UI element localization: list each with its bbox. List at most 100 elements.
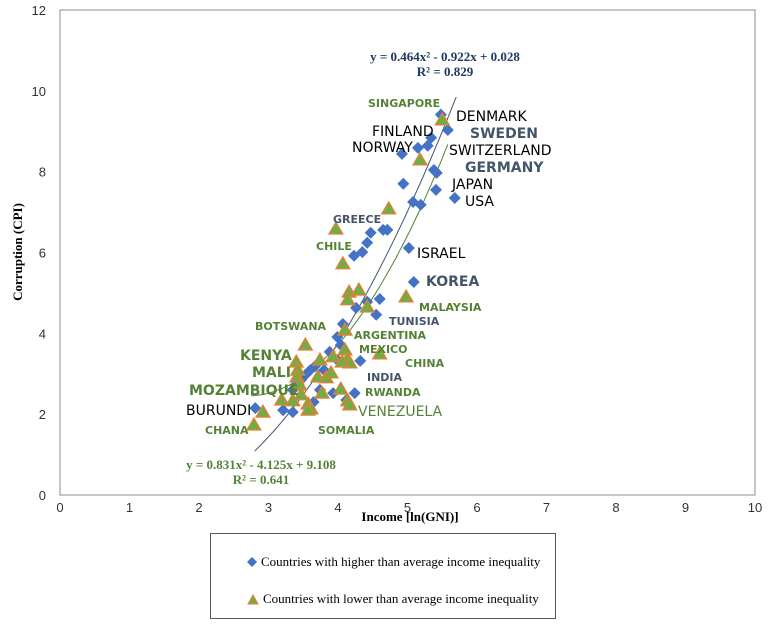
x-tick-label: 6 [473, 500, 480, 515]
country-label-japan: JAPAN [451, 177, 493, 193]
trendline-higher [254, 96, 457, 452]
country-label-sweden: SWEDEN [470, 126, 538, 142]
country-label-tunisia: TUNISIA [389, 315, 440, 328]
y-tick-label: 2 [39, 407, 46, 422]
country-label-venezuela: VENEZUELA [358, 404, 443, 420]
y-tick-label: 6 [39, 246, 46, 261]
diamond-point [448, 191, 461, 204]
x-tick-label: 2 [195, 500, 202, 515]
diamond-point [277, 404, 290, 417]
plot-area [59, 9, 756, 496]
x-tick-label: 9 [682, 500, 689, 515]
x-tick-label: 5 [404, 500, 411, 515]
country-label-norway: NORWAY [352, 140, 413, 156]
triangle-point [350, 281, 367, 296]
x-tick-label: 4 [334, 500, 341, 515]
x-tick-label: 7 [543, 500, 550, 515]
triangle-point [293, 386, 310, 401]
triangle-point [336, 341, 353, 356]
trendline-r2-higher: R² = 0.829 [417, 64, 474, 79]
triangle-point [325, 348, 342, 363]
diamond-point [373, 292, 386, 305]
diamond-point [407, 276, 420, 289]
triangle-point [323, 364, 340, 379]
country-label-china: CHINA [405, 357, 445, 370]
x-tick-label: 1 [126, 500, 133, 515]
x-tick-label: 3 [265, 500, 272, 515]
country-label-rwanda: RWANDA [365, 386, 421, 399]
country-label-germany: GERMANY [465, 160, 544, 176]
country-label-malaysia: MALAYSIA [419, 301, 482, 314]
country-label-mexico: MEXICO [359, 343, 407, 356]
country-label-argentina: ARGENTINA [354, 329, 427, 342]
diamond-point [249, 402, 262, 415]
triangle-point [336, 321, 353, 336]
legend: Countries with higher than average incom… [210, 533, 556, 619]
x-tick-label: 8 [612, 500, 619, 515]
y-tick-label: 4 [39, 326, 46, 341]
diamond-point [348, 387, 361, 400]
diamond-point [286, 406, 299, 419]
diamond-point [397, 177, 410, 190]
y-tick-label: 8 [39, 165, 46, 180]
y-tick-label: 10 [32, 84, 46, 99]
triangle-point [273, 391, 290, 406]
diamond-point [347, 249, 360, 262]
country-label-chana: CHANA [205, 424, 249, 437]
diamond-point [395, 147, 408, 160]
triangle-point [411, 151, 429, 166]
diamond-point [304, 364, 317, 377]
triangle-point [254, 403, 271, 418]
country-label-denmark: DENMARK [456, 109, 527, 125]
triangle-point [434, 111, 451, 126]
diamond-point [421, 139, 434, 152]
country-label-singapore: SINGAPORE [368, 97, 440, 110]
triangle-point [334, 353, 351, 368]
triangle-point [313, 384, 331, 399]
triangle-point [339, 291, 356, 306]
x-axis-title: Income [ln(GNI)] [361, 509, 458, 524]
diamond-point [361, 236, 374, 249]
country-label-usa: USA [465, 194, 494, 210]
country-label-chile: CHILE [316, 240, 352, 253]
triangle-point [311, 351, 328, 366]
y-tick-label: 12 [32, 3, 46, 18]
legend-label-higher: Countries with higher than average incom… [261, 554, 541, 569]
x-tick-label: 10 [748, 500, 762, 515]
diamond-point [429, 183, 442, 196]
diamond-point [364, 226, 377, 239]
country-label-korea: KOREA [426, 274, 479, 290]
diamond-point [354, 354, 367, 367]
diamond-point [414, 198, 427, 211]
diamond-point [381, 223, 394, 236]
legend-item-lower: Countries with lower than average income… [247, 591, 539, 607]
trendline-equation-lower: y = 0.831x² - 4.125x + 9.108 [186, 457, 336, 472]
trendline-equation-higher: y = 0.464x² - 0.922x + 0.028 [370, 49, 520, 64]
country-label-burundi: BURUNDI [186, 403, 251, 419]
triangle-point [332, 380, 349, 395]
triangle-point [380, 200, 397, 215]
country-label-india: INDIA [367, 371, 403, 384]
country-label-mozambique: MOZAMBIQUE [189, 383, 298, 399]
triangle-point [245, 416, 262, 431]
triangle-point [371, 345, 388, 360]
triangle-point [327, 220, 344, 235]
diamond-point [430, 166, 443, 179]
triangle-point [398, 288, 415, 303]
triangle-point [359, 298, 376, 313]
y-axis-title: Corruption (CPI) [10, 203, 25, 301]
diamond-marker-icon [247, 557, 257, 567]
country-label-botswana: BOTSWANA [255, 320, 327, 333]
triangle-point [300, 401, 317, 416]
country-label-kenya: KENYA [240, 348, 292, 364]
country-label-greece: GREECE [333, 213, 381, 226]
legend-label-lower: Countries with lower than average income… [263, 591, 539, 606]
trendline-r2-lower: R² = 0.641 [233, 472, 289, 487]
triangle-point [334, 255, 351, 270]
country-label-israel: ISRAEL [417, 246, 466, 262]
triangle-point [341, 396, 358, 411]
diamond-point [411, 141, 424, 154]
triangle-point [284, 392, 301, 407]
country-label-switzerland: SWITZERLAND [449, 143, 552, 159]
